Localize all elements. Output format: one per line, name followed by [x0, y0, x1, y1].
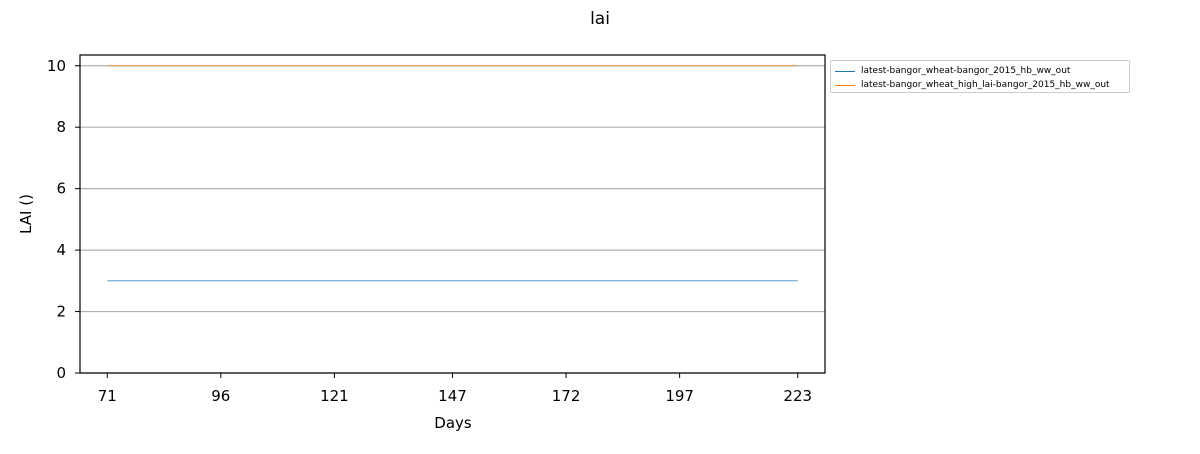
x-tick-label: 172 — [552, 387, 581, 405]
plot-area — [79, 54, 826, 374]
legend-swatch — [835, 70, 855, 72]
x-tick-label: 71 — [98, 387, 117, 405]
x-tick-label: 96 — [211, 387, 230, 405]
y-tick-label: 0 — [56, 364, 66, 382]
legend-item: latest-bangor_wheat-bangor_2015_hb_ww_ou… — [835, 64, 1070, 78]
grid — [80, 65, 825, 374]
x-tick-label: 121 — [320, 387, 349, 405]
x-tick-label: 223 — [783, 387, 812, 405]
legend-swatch — [835, 84, 855, 86]
series-layer — [107, 65, 798, 282]
chart-title: lai — [590, 9, 610, 29]
ticks: 0 2 4 6 8 10 71 96 121 147 172 197 223 — [47, 57, 812, 405]
y-tick-label: 10 — [47, 57, 66, 75]
y-tick-label: 6 — [56, 180, 66, 198]
y-tick-label: 4 — [56, 241, 66, 259]
legend-label: latest-bangor_wheat_high_lai-bangor_2015… — [861, 80, 1110, 90]
legend: latest-bangor_wheat-bangor_2015_hb_ww_ou… — [830, 60, 1130, 93]
x-tick-label: 197 — [665, 387, 694, 405]
y-axis-label: LAI () — [17, 194, 35, 234]
x-tick-label: 147 — [438, 387, 467, 405]
y-tick-label: 2 — [56, 303, 66, 321]
x-axis-label: Days — [434, 414, 472, 432]
y-tick-label: 8 — [56, 118, 66, 136]
legend-item: latest-bangor_wheat_high_lai-bangor_2015… — [835, 78, 1110, 92]
legend-label: latest-bangor_wheat-bangor_2015_hb_ww_ou… — [861, 66, 1071, 76]
